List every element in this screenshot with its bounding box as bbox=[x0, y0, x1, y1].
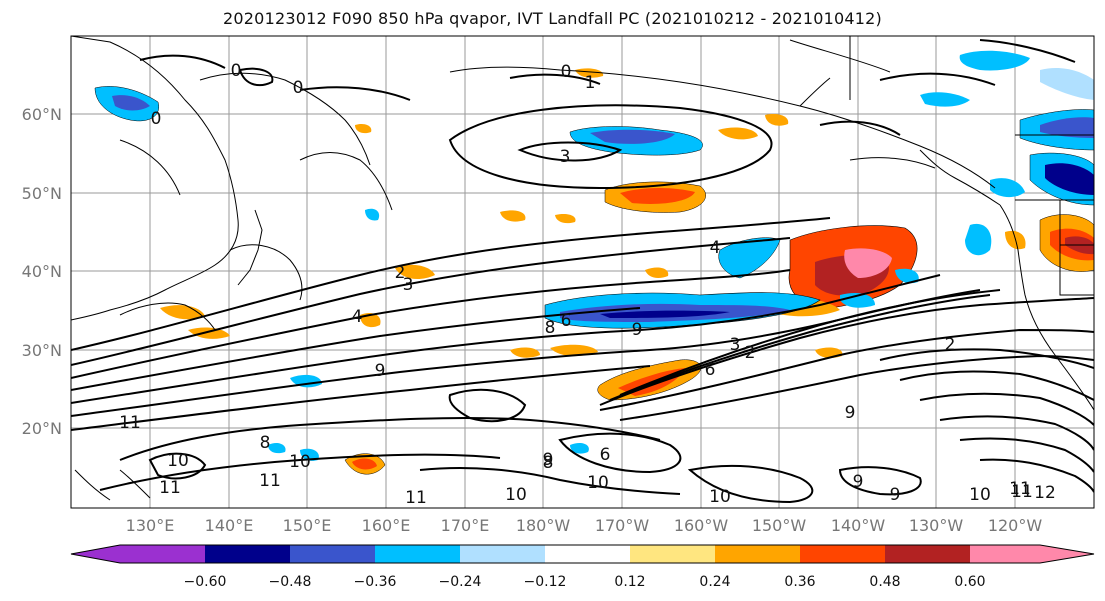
lon-label-170w: 170°W bbox=[595, 516, 650, 535]
lon-label-150w: 150°W bbox=[752, 516, 807, 535]
contour-label: 11 bbox=[159, 478, 181, 498]
lat-label-30n: 30°N bbox=[22, 341, 62, 360]
colorbar-segment-6 bbox=[545, 545, 630, 563]
contour-label: 2 bbox=[745, 343, 756, 363]
contour-label: 2 bbox=[395, 263, 406, 283]
contour-label: 9 bbox=[853, 472, 864, 492]
colorbar-tick: 0.36 bbox=[784, 574, 815, 590]
contour-label: 3 bbox=[560, 147, 571, 167]
colorbar-tick: −0.12 bbox=[524, 574, 567, 590]
contour-label: 10 bbox=[587, 473, 609, 493]
colorbar-tick: 0.24 bbox=[699, 574, 730, 590]
gridlines bbox=[71, 36, 1094, 508]
map-panel bbox=[71, 36, 1094, 508]
contour-label: 11 bbox=[405, 488, 427, 508]
colorbar-segment-11 bbox=[970, 545, 1040, 563]
lon-label-150e: 150°E bbox=[283, 516, 332, 535]
colorbar-outline bbox=[70, 544, 1095, 564]
lat-label-60n: 60°N bbox=[22, 105, 62, 124]
colorbar bbox=[70, 544, 1095, 564]
colorbar-tick: 0.48 bbox=[869, 574, 900, 590]
colorbar-under-arrow bbox=[71, 545, 120, 563]
colorbar-segment-4 bbox=[375, 545, 460, 563]
colorbar-segment-5 bbox=[460, 545, 545, 563]
contour-label: 12 bbox=[1034, 483, 1056, 503]
lon-label-180w: 180°W bbox=[516, 516, 571, 535]
contour-label: 11 bbox=[259, 471, 281, 491]
colorbar-segment-2 bbox=[205, 545, 290, 563]
contour-label: 11 bbox=[119, 413, 141, 433]
lon-label-160e: 160°E bbox=[362, 516, 411, 535]
contour-label: 0 bbox=[231, 61, 242, 81]
contour-label: 8 bbox=[545, 318, 556, 338]
contour-label: 0 bbox=[151, 109, 162, 129]
colorbar-ticks: −0.60 −0.48 −0.36 −0.24 −0.12 0.12 0.24 … bbox=[184, 574, 986, 590]
contour-label: 6 bbox=[600, 445, 611, 465]
contour-label: 8 bbox=[543, 453, 554, 473]
ivt-contours bbox=[71, 39, 1094, 504]
thin-contours bbox=[119, 39, 936, 196]
latitude-labels: 60°N 50°N 40°N 30°N 20°N bbox=[22, 105, 62, 438]
colorbar-segment-9 bbox=[800, 545, 885, 563]
coastlines bbox=[71, 36, 1094, 501]
contour-label: 11 bbox=[1009, 479, 1031, 499]
contour-label: 10 bbox=[289, 452, 311, 472]
colorbar-over-arrow bbox=[1040, 545, 1094, 563]
lon-label-160w: 160°W bbox=[674, 516, 729, 535]
contour-label: 9 bbox=[845, 403, 856, 423]
contour-label: 10 bbox=[709, 487, 731, 507]
contour-label: 10 bbox=[505, 485, 527, 505]
colorbar-tick: −0.60 bbox=[184, 574, 227, 590]
contour-label: 2 bbox=[945, 335, 956, 355]
lat-label-50n: 50°N bbox=[22, 184, 62, 203]
colorbar-tick: 0.60 bbox=[954, 574, 985, 590]
longitude-labels: 130°E 140°E 150°E 160°E 170°E 180°W 170°… bbox=[126, 516, 1043, 535]
colorbar-segment-3 bbox=[290, 545, 375, 563]
contour-label: 9 bbox=[543, 450, 554, 470]
contour-label: 10 bbox=[167, 451, 189, 471]
lon-label-130w: 130°W bbox=[909, 516, 964, 535]
contour-label: 10 bbox=[969, 485, 991, 505]
colorbar-tick: 0.12 bbox=[614, 574, 645, 590]
contour-label: 11 bbox=[1011, 482, 1033, 502]
colorbar-tick: −0.48 bbox=[269, 574, 312, 590]
colorbar-segment-10 bbox=[885, 545, 970, 563]
colorbar-tick: −0.36 bbox=[354, 574, 397, 590]
colorbar-segment-1 bbox=[120, 545, 205, 563]
lon-label-120w: 120°W bbox=[988, 516, 1043, 535]
contour-label: 3 bbox=[403, 275, 414, 295]
contour-label: 0 bbox=[293, 78, 304, 98]
lat-label-40n: 40°N bbox=[22, 262, 62, 281]
lat-label-20n: 20°N bbox=[22, 419, 62, 438]
colorbar-segment-7 bbox=[630, 545, 715, 563]
lon-label-140w: 140°W bbox=[831, 516, 886, 535]
contour-label: 1 bbox=[585, 73, 596, 93]
contour-label: 9 bbox=[890, 485, 901, 505]
lon-label-140e: 140°E bbox=[205, 516, 254, 535]
lon-label-130e: 130°E bbox=[126, 516, 175, 535]
contour-label: 4 bbox=[352, 307, 363, 327]
lon-label-170e: 170°E bbox=[441, 516, 490, 535]
colorbar-segment-8 bbox=[715, 545, 800, 563]
contour-label: 0 bbox=[561, 62, 572, 82]
contour-label: 9 bbox=[632, 320, 643, 340]
map-title: 2020123012 F090 850 hPa qvapor, IVT Land… bbox=[223, 9, 882, 28]
contour-label: 3 bbox=[730, 335, 741, 355]
contour-label: 6 bbox=[705, 360, 716, 380]
contour-label: 4 bbox=[710, 238, 721, 258]
colorbar-tick: −0.24 bbox=[439, 574, 482, 590]
contour-label: 8 bbox=[260, 433, 271, 453]
map-border bbox=[70, 35, 1095, 509]
contour-label: 6 bbox=[561, 311, 572, 331]
contour-label: 9 bbox=[375, 361, 386, 381]
